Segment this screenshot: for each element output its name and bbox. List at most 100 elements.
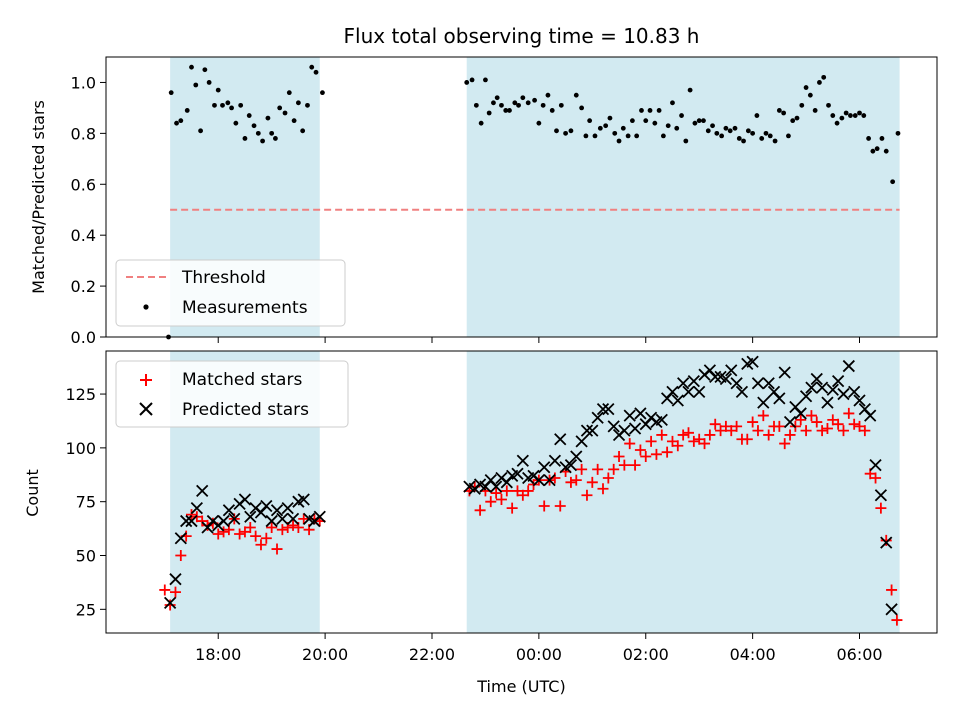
measurement-point-20: [255, 130, 261, 136]
measurement-point-7: [198, 128, 203, 134]
matched-star-point-97: [821, 422, 833, 434]
measurement-point-61: [583, 133, 589, 139]
predicted-star-point-50: [575, 435, 588, 448]
measurement-point-101: [763, 130, 769, 136]
predicted-star-point-52: [586, 424, 599, 437]
matched-star-point-66: [656, 429, 668, 441]
x-axis-label: Time (UTC): [476, 677, 565, 696]
predicted-star-point-82: [746, 355, 759, 368]
measurement-point-6: [193, 82, 199, 88]
predicted-star-point-106: [874, 489, 888, 502]
measurement-point-93: [727, 128, 733, 134]
predicted-star-point-55: [602, 402, 615, 416]
measurement-point-76: [652, 120, 658, 126]
predicted-star-point-49: [570, 450, 583, 463]
x-tick-label-6: 06:00: [836, 645, 882, 664]
measurement-point-27: [286, 90, 292, 96]
measurement-point-114: [821, 74, 827, 80]
measurement-point-57: [563, 130, 568, 136]
measurement-point-122: [857, 110, 862, 116]
y-tick-label-ratio-4: 0.8: [71, 124, 96, 143]
matched-star-point-44: [538, 500, 550, 512]
matched-star-point-50: [570, 474, 582, 486]
measurement-point-98: [750, 130, 756, 136]
measurement-point-83: [683, 138, 689, 144]
measurement-point-40: [486, 110, 492, 116]
predicted-star-point-51: [580, 424, 594, 437]
predicted-star-point-21: [276, 512, 289, 526]
measurement-point-34: [320, 90, 325, 96]
predicted-star-point-43: [538, 461, 551, 474]
x-tick-label-2: 22:00: [409, 645, 455, 664]
matched-star-point-75: [704, 429, 716, 441]
measurement-point-118: [839, 115, 845, 121]
measurement-point-35: [464, 80, 470, 85]
measurement-point-68: [616, 138, 622, 144]
axes-frame-ratio: [105, 56, 938, 338]
y-tick-label-ratio-5: 1.0: [71, 73, 96, 92]
matched-star-point-1: [164, 599, 176, 611]
measurement-point-66: [607, 115, 613, 121]
predicted-star-point-46: [554, 433, 567, 446]
x-tick-label-3: 00:00: [516, 645, 562, 664]
matched-star-point-70: [677, 429, 689, 441]
measurement-point-130: [895, 130, 901, 136]
predicted-star-point-34: [489, 480, 503, 493]
measurement-point-11: [215, 87, 221, 93]
predicted-star-point-101: [848, 385, 861, 399]
matched-star-point-76: [709, 418, 721, 430]
measurement-point-81: [674, 125, 680, 131]
measurement-point-54: [549, 108, 555, 113]
matched-star-point-37: [501, 485, 513, 497]
measurement-point-42: [494, 95, 500, 101]
matched-star-point-72: [688, 435, 700, 447]
measurement-point-105: [781, 110, 787, 116]
predicted-star-point-25: [297, 493, 310, 506]
predicted-star-point-94: [810, 372, 823, 386]
measurement-point-4: [184, 108, 190, 113]
measurement-point-48: [520, 95, 526, 101]
matched-star-point-17: [250, 530, 262, 542]
predicted-star-point-78: [725, 364, 738, 377]
predicted-star-point-85: [762, 377, 775, 390]
matched-star-point-96: [816, 425, 828, 437]
matched-star-point-80: [731, 420, 743, 432]
legend-measurements-swatch: [143, 304, 149, 310]
predicted-star-point-77: [719, 372, 733, 386]
matched-star-point-32: [474, 504, 486, 516]
x-tick-label-1: 20:00: [302, 645, 348, 664]
measurement-point-14: [229, 105, 234, 111]
legend-measurements-label: Measurements: [182, 298, 308, 318]
matched-star-point-64: [645, 435, 657, 447]
measurement-point-23: [269, 130, 275, 136]
predicted-star-point-12: [228, 512, 241, 526]
matched-star-point-2: [169, 586, 181, 598]
measurement-point-85: [692, 120, 698, 126]
measurement-point-75: [647, 108, 653, 113]
legend-ratio: Threshold Measurements: [115, 259, 346, 327]
measurement-point-128: [883, 148, 889, 154]
measurement-point-2: [174, 120, 179, 126]
predicted-star-point-93: [805, 381, 818, 394]
predicted-star-point-108: [885, 603, 898, 616]
matched-star-point-10: [212, 528, 224, 540]
predicted-star-point-45: [548, 454, 562, 467]
measurement-point-43: [499, 102, 504, 108]
matched-star-point-19: [260, 532, 272, 544]
measurement-point-95: [736, 136, 742, 141]
predicted-star-point-39: [516, 454, 529, 467]
predicted-star-point-88: [778, 366, 791, 379]
measurement-point-64: [597, 125, 603, 131]
predicted-star-point-105: [869, 458, 882, 472]
measurement-point-33: [313, 69, 319, 75]
predicted-star-point-68: [671, 394, 684, 407]
matched-star-point-35: [490, 487, 502, 499]
matched-star-point-110: [891, 614, 903, 626]
matched-star-point-47: [554, 500, 566, 512]
measurement-point-69: [620, 125, 626, 131]
measurement-point-24: [273, 136, 278, 141]
predicted-star-point-0: [163, 596, 177, 609]
matched-star-point-20: [266, 522, 278, 534]
measurement-point-53: [545, 92, 551, 98]
matched-star-point-102: [848, 418, 860, 430]
